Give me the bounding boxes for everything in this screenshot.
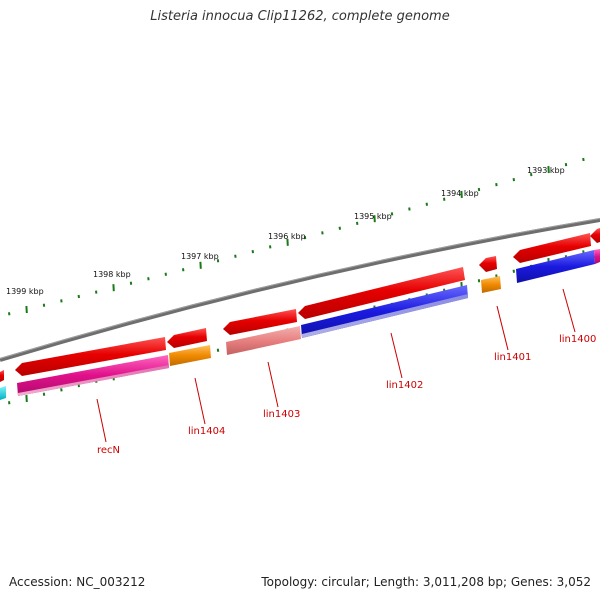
category-recN-fade bbox=[18, 365, 169, 396]
category-lin1403 bbox=[226, 326, 301, 355]
genome-backbone-highlight bbox=[0, 218, 600, 359]
gene-label-lin1402: lin1402 bbox=[386, 380, 423, 391]
cds-arrow-lin1404 bbox=[167, 328, 207, 348]
cds-arrow-recN bbox=[0, 370, 4, 382]
ruler-label-1399: 1399 kbp bbox=[6, 287, 44, 296]
gene-label-lin1400: lin1400 bbox=[559, 334, 596, 345]
gene-label-lin1403: lin1403 bbox=[263, 409, 300, 420]
ruler-label-1396: 1396 kbp bbox=[268, 232, 306, 241]
leader-lin1404 bbox=[194, 377, 206, 425]
topology-summary: Topology: circular; Length: 3,011,208 bp… bbox=[261, 575, 591, 589]
category-lin1400 bbox=[516, 250, 595, 283]
category-next bbox=[594, 249, 600, 264]
cds-track bbox=[0, 228, 600, 382]
cds-arrow-lin1400 bbox=[513, 233, 591, 263]
genome-backbone bbox=[0, 218, 600, 362]
ruler-label-1397: 1397 kbp bbox=[181, 252, 219, 261]
category-cyan bbox=[0, 386, 6, 400]
gene-label-lin1404: lin1404 bbox=[188, 426, 225, 437]
outer-ruler bbox=[8, 157, 585, 316]
ruler-label-1394: 1394 kbp bbox=[441, 189, 479, 198]
category-lin1404 bbox=[169, 345, 211, 366]
cds-arrow-recN-main bbox=[15, 337, 166, 376]
leader-lin1403 bbox=[267, 361, 279, 408]
category-lin1401 bbox=[481, 276, 501, 293]
leader-lin1400 bbox=[562, 288, 576, 333]
cds-arrow-lin1403 bbox=[223, 309, 297, 335]
cds-arrow-lin1402 bbox=[298, 267, 465, 319]
gene-label-lin1401: lin1401 bbox=[494, 352, 531, 363]
category-lin1402-fade bbox=[302, 294, 468, 338]
leader-lin1402 bbox=[390, 332, 403, 379]
leader-recN bbox=[96, 398, 107, 443]
accession-text: Accession: NC_003212 bbox=[9, 575, 146, 589]
label-leaders bbox=[96, 288, 576, 443]
cds-arrow-next bbox=[590, 228, 600, 243]
leader-lin1401 bbox=[496, 305, 509, 351]
ruler-label-1393: 1393 kbp bbox=[527, 166, 565, 175]
ruler-label-1395: 1395 kbp bbox=[354, 212, 392, 221]
category-recN bbox=[17, 355, 169, 396]
cds-arrow-lin1401 bbox=[479, 256, 497, 272]
ruler-label-1398: 1398 kbp bbox=[93, 270, 131, 279]
category-track bbox=[0, 249, 600, 400]
gene-label-recN: recN bbox=[97, 445, 120, 456]
map-title: Listeria innocua Clip11262, complete gen… bbox=[150, 9, 450, 24]
